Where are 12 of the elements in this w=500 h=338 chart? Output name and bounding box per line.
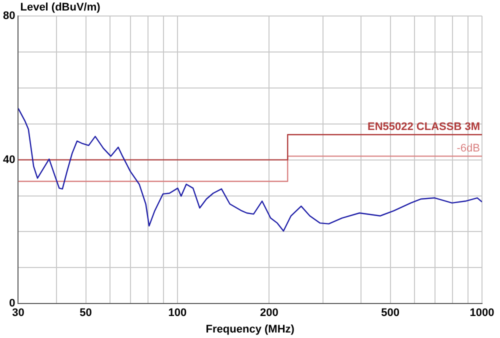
x-tick-label: 500 <box>381 307 400 320</box>
x-tick-label: 50 <box>80 307 92 320</box>
x-axis-title: Frequency (MHz) <box>206 323 295 336</box>
y-tick-label: 40 <box>2 154 16 166</box>
x-tick-label: 1000 <box>470 307 494 320</box>
x-tick-label: 30 <box>12 307 24 320</box>
y-tick-label: 80 <box>2 10 16 22</box>
x-tick-label: 100 <box>168 307 187 320</box>
series-label: -6dB <box>456 142 480 155</box>
x-tick-label: 200 <box>260 307 278 320</box>
y-axis-title: Level (dBuV/m) <box>20 2 101 14</box>
series-label: EN55022 CLASSB 3M <box>368 121 480 134</box>
